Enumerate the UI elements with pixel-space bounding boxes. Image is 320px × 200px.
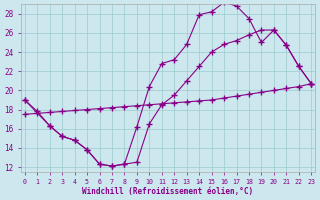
X-axis label: Windchill (Refroidissement éolien,°C): Windchill (Refroidissement éolien,°C) (83, 187, 253, 196)
